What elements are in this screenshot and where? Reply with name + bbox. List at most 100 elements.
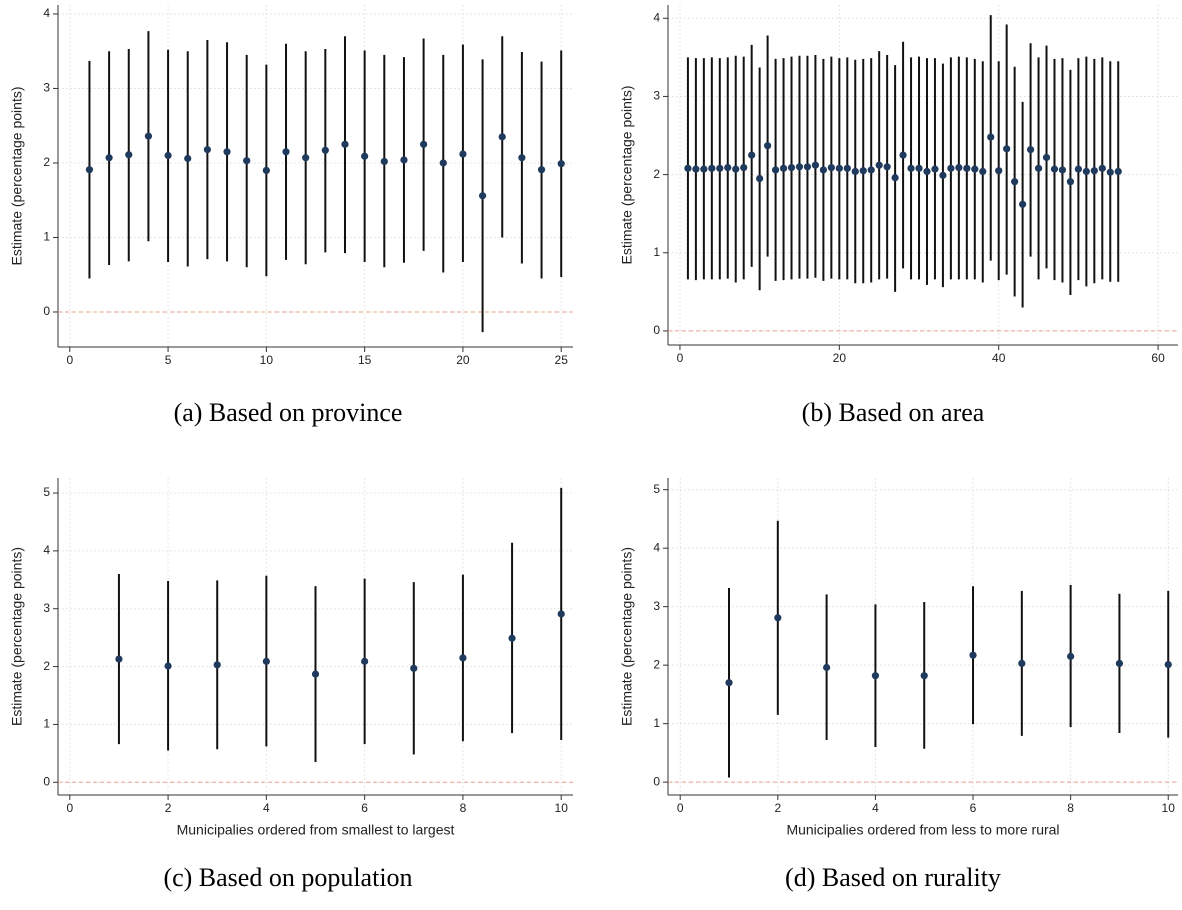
point-estimate bbox=[748, 151, 756, 159]
panel-caption: (b) Based on area bbox=[802, 398, 985, 427]
x-tick-label: 10 bbox=[1162, 801, 1176, 815]
point-estimate bbox=[979, 167, 987, 176]
point-estimate bbox=[756, 174, 764, 183]
point-estimate bbox=[740, 163, 748, 172]
point-estimate bbox=[1067, 652, 1075, 660]
x-tick-label: 0 bbox=[66, 801, 73, 815]
y-axis-label: Estimate (percentage points) bbox=[9, 87, 25, 266]
point-estimate bbox=[243, 157, 251, 165]
point-estimate bbox=[1106, 168, 1114, 176]
point-estimate bbox=[803, 163, 812, 171]
point-estimate bbox=[692, 165, 700, 173]
y-tick-label: 3 bbox=[43, 601, 50, 615]
x-tick-label: 2 bbox=[774, 801, 781, 815]
point-estimate bbox=[380, 157, 388, 166]
point-estimate bbox=[795, 163, 804, 171]
point-estimate bbox=[410, 664, 418, 672]
point-estimate bbox=[1098, 164, 1106, 172]
y-tick-label: 4 bbox=[43, 6, 50, 20]
point-estimate bbox=[508, 634, 516, 642]
point-estimate bbox=[774, 614, 782, 622]
point-estimate bbox=[311, 670, 320, 678]
point-estimate bbox=[971, 165, 979, 173]
point-estimate bbox=[518, 154, 526, 162]
x-tick-label: 0 bbox=[66, 353, 73, 367]
point-estimate bbox=[987, 133, 995, 141]
point-estimate bbox=[144, 132, 153, 140]
point-estimate bbox=[213, 661, 221, 669]
point-estimate bbox=[557, 610, 565, 618]
point-estimate bbox=[969, 651, 977, 659]
point-estimate bbox=[1115, 659, 1124, 668]
point-estimate bbox=[875, 161, 883, 169]
point-estimate bbox=[203, 145, 211, 154]
panel-caption: (d) Based on rurality bbox=[785, 863, 1001, 892]
y-axis-label: Estimate (percentage points) bbox=[9, 547, 25, 726]
x-tick-label: 10 bbox=[260, 353, 274, 367]
point-estimate bbox=[859, 167, 867, 175]
point-estimate bbox=[1034, 164, 1043, 172]
point-estimate bbox=[1050, 165, 1059, 173]
point-estimate bbox=[947, 164, 955, 172]
point-estimate bbox=[955, 163, 963, 172]
point-estimate bbox=[764, 142, 772, 150]
point-estimate bbox=[724, 163, 732, 172]
point-estimate bbox=[907, 164, 915, 172]
point-estimate bbox=[1026, 145, 1035, 154]
point-estimate bbox=[1042, 153, 1051, 162]
point-estimate bbox=[459, 150, 467, 158]
point-estimate bbox=[537, 166, 546, 174]
point-estimate bbox=[779, 164, 788, 172]
point-estimate bbox=[85, 166, 94, 174]
x-tick-label: 10 bbox=[555, 801, 569, 815]
point-estimate bbox=[823, 663, 831, 672]
point-estimate bbox=[700, 165, 708, 173]
x-tick-label: 6 bbox=[970, 801, 977, 815]
x-tick-label: 15 bbox=[358, 353, 372, 367]
y-tick-label: 1 bbox=[653, 245, 660, 259]
y-tick-label: 4 bbox=[653, 540, 660, 554]
panel-caption: (c) Based on population bbox=[163, 863, 412, 892]
point-estimate bbox=[125, 151, 133, 159]
point-estimate bbox=[708, 164, 716, 172]
x-tick-label: 8 bbox=[460, 801, 467, 815]
point-estimate bbox=[939, 171, 947, 179]
y-tick-label: 1 bbox=[43, 230, 50, 244]
y-tick-label: 2 bbox=[653, 167, 660, 181]
x-tick-label: 60 bbox=[1151, 351, 1165, 365]
x-tick-label: 20 bbox=[833, 351, 847, 365]
y-tick-label: 0 bbox=[653, 323, 660, 337]
x-tick-label: 8 bbox=[1067, 801, 1074, 815]
y-tick-label: 5 bbox=[653, 482, 660, 496]
point-estimate bbox=[1082, 167, 1090, 176]
y-tick-label: 4 bbox=[653, 10, 660, 24]
point-estimate bbox=[361, 657, 369, 665]
y-tick-label: 0 bbox=[43, 304, 50, 318]
point-estimate bbox=[459, 654, 467, 662]
point-estimate bbox=[498, 133, 506, 141]
point-estimate bbox=[867, 166, 875, 174]
point-estimate bbox=[223, 148, 231, 156]
point-estimate bbox=[835, 164, 843, 172]
point-estimate bbox=[787, 163, 796, 172]
x-tick-label: 25 bbox=[555, 353, 569, 367]
x-tick-label: 6 bbox=[361, 801, 368, 815]
point-estimate bbox=[1011, 178, 1019, 186]
point-estimate bbox=[321, 146, 329, 154]
point-estimate bbox=[811, 161, 820, 169]
y-tick-label: 0 bbox=[653, 774, 660, 788]
point-estimate bbox=[439, 159, 447, 167]
point-estimate bbox=[915, 164, 923, 172]
x-tick-label: 0 bbox=[677, 801, 684, 815]
point-estimate bbox=[115, 655, 123, 663]
point-estimate bbox=[725, 679, 733, 687]
point-estimate bbox=[931, 165, 939, 173]
x-tick-label: 5 bbox=[165, 353, 172, 367]
point-estimate bbox=[184, 154, 192, 163]
point-estimate bbox=[716, 164, 724, 172]
point-estimate bbox=[923, 167, 931, 176]
point-estimate bbox=[557, 160, 565, 168]
point-estimate bbox=[843, 164, 851, 172]
point-estimate bbox=[851, 167, 859, 176]
